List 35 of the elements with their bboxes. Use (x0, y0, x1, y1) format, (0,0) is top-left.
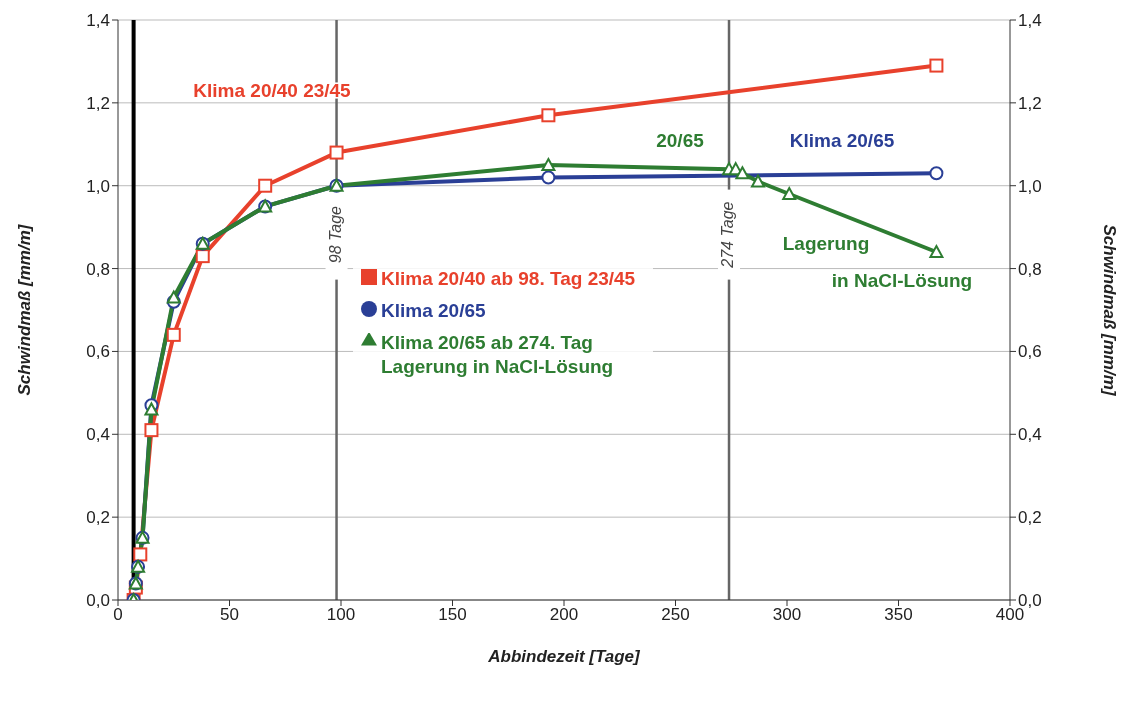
y2-tick-label: 1,4 (1018, 11, 1042, 31)
legend-label: Klima 20/65 ab 274. Tag Lagerung in NaCl-Lösung (381, 331, 614, 379)
y-tick-label: 1,0 (86, 176, 110, 196)
y2-axis-title: Schwindmaß [mm/m] (1099, 224, 1119, 397)
y2-tick-label: 0,4 (1018, 425, 1042, 445)
x-tick-label: 300 (772, 605, 802, 625)
y-tick-label: 1,4 (86, 11, 110, 31)
x-axis-title: Abbindezeit [Tage] (487, 647, 642, 666)
x-tick-label: 150 (438, 605, 467, 625)
y-tick-label: 0,8 (86, 259, 110, 279)
x-tick-label: 200 (549, 605, 579, 625)
ref-line-label: 274 Tage (719, 201, 737, 269)
annotation: in NaCl-Lösung (831, 270, 973, 292)
legend-label: Klima 20/65 (381, 299, 486, 323)
ref-line-label: 98 Tage (326, 205, 344, 264)
y-tick-label: 0,0 (86, 591, 110, 611)
x-tick-label: 100 (326, 605, 356, 625)
y-tick-label: 0,2 (86, 508, 110, 528)
y2-tick-label: 0,8 (1018, 259, 1042, 279)
y2-tick-label: 1,0 (1018, 176, 1042, 196)
y-axis-title: Schwindmaß [mm/m] (15, 223, 35, 396)
x-tick-label: 350 (884, 605, 913, 625)
y-tick-label: 0,6 (86, 342, 110, 362)
x-tick-label: 250 (661, 605, 690, 625)
y-tick-label: 1,2 (86, 93, 110, 113)
annotation: 20/65 (656, 130, 705, 152)
y2-tick-label: 0,2 (1018, 508, 1042, 528)
y-tick-label: 0,4 (86, 425, 110, 445)
y2-tick-label: 0,6 (1018, 342, 1042, 362)
annotation: Lagerung (782, 233, 870, 255)
legend-label: Klima 20/40 ab 98. Tag 23/45 (381, 267, 636, 291)
annotation: Klima 20/65 (789, 130, 895, 152)
x-tick-label: 0 (113, 605, 123, 625)
x-tick-label: 50 (220, 605, 239, 625)
y2-tick-label: 1,2 (1018, 93, 1042, 113)
